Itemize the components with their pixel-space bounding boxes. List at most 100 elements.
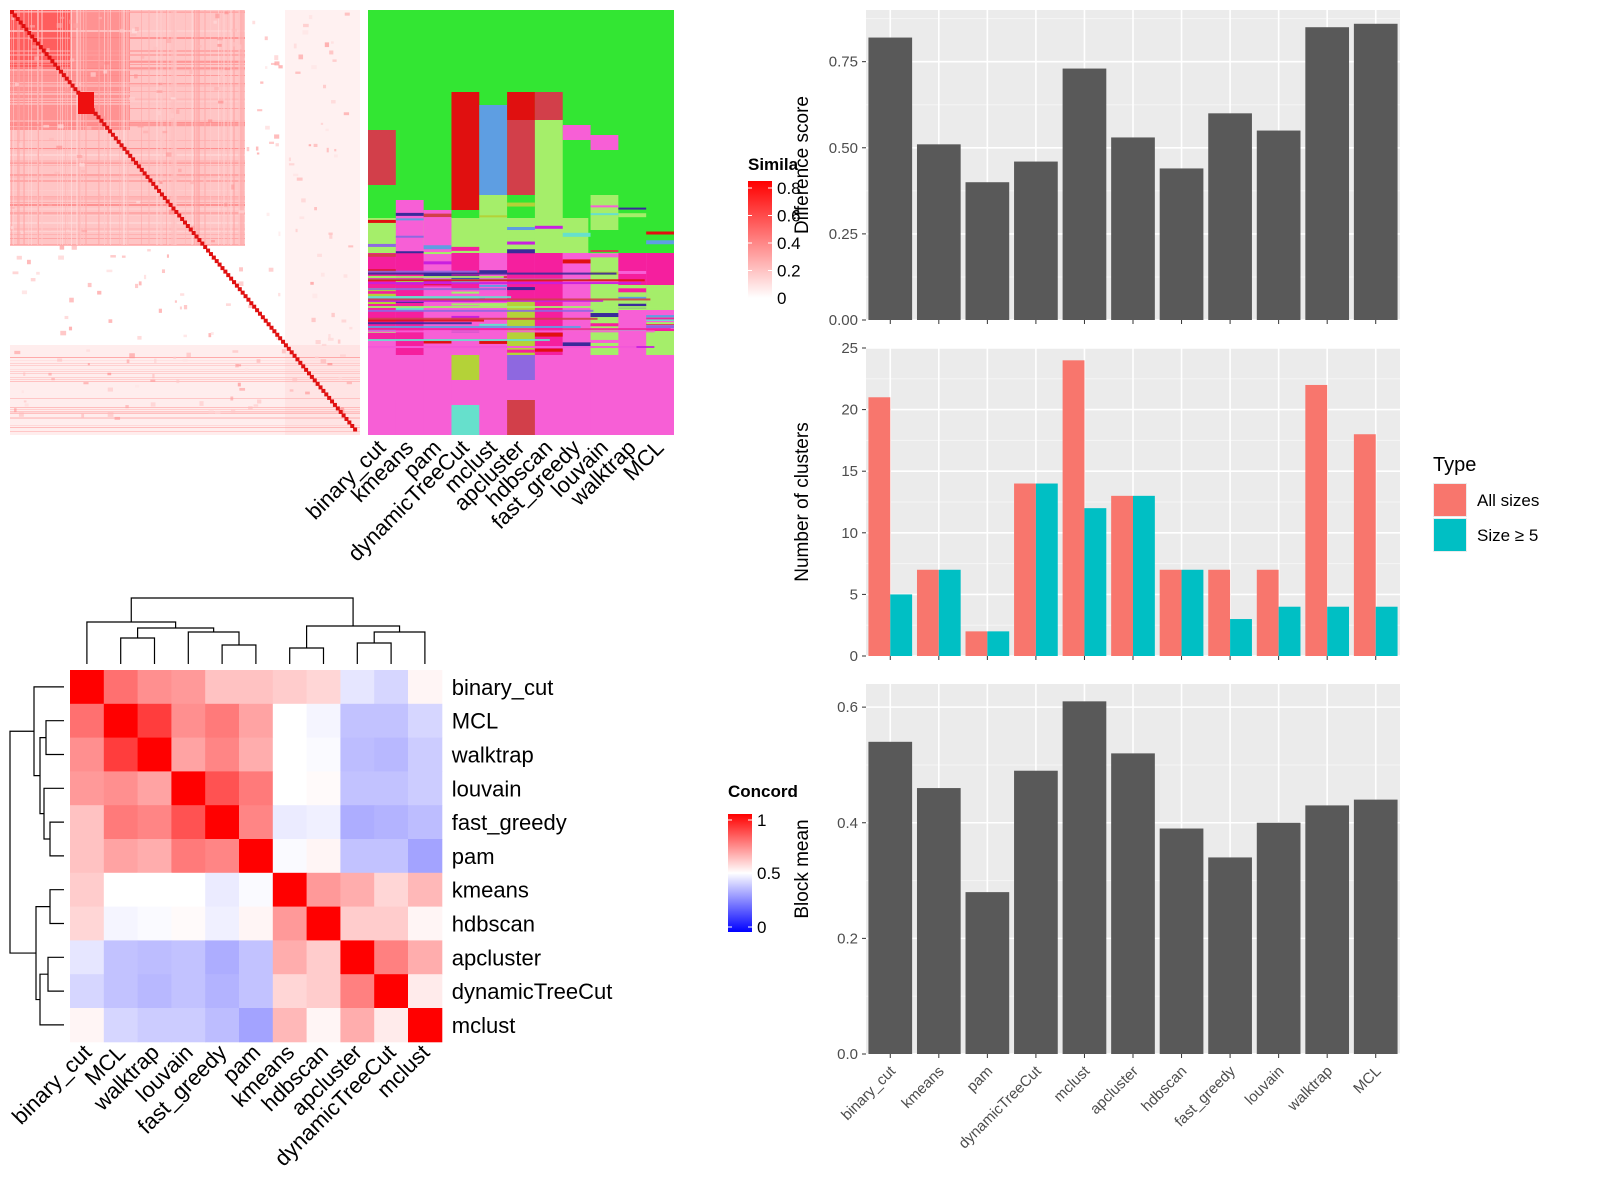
similarity-diagonal xyxy=(214,259,219,264)
concordance-cell xyxy=(340,737,375,772)
similarity-texture xyxy=(166,39,172,44)
similarity-texture xyxy=(191,10,192,245)
similarity-texture xyxy=(240,10,242,245)
concordance-row-label: MCL xyxy=(452,709,498,734)
similarity-texture xyxy=(24,10,25,245)
similarity-texture xyxy=(264,36,268,41)
similarity-diagonal xyxy=(35,41,40,46)
similarity-texture xyxy=(10,413,360,414)
similarity-texture xyxy=(98,10,99,245)
similarity-texture xyxy=(308,144,312,147)
similarity-texture xyxy=(38,10,39,245)
similarity-diagonal xyxy=(10,10,14,14)
similarity-texture xyxy=(349,326,353,330)
concordance-cell xyxy=(272,670,308,705)
cluster-cell xyxy=(479,105,508,195)
bar-all-sizes xyxy=(1159,569,1182,656)
similarity-diagonal xyxy=(73,87,78,92)
similarity-diagonal xyxy=(41,48,46,53)
similarity-texture xyxy=(162,130,168,134)
similarity-texture xyxy=(186,352,191,358)
cluster-stripe xyxy=(534,225,563,229)
bar xyxy=(916,788,961,1054)
similarity-diagonal xyxy=(269,325,274,330)
similarity-texture xyxy=(10,381,360,382)
y-tick-label: 0.25 xyxy=(829,226,858,243)
concordance-heatmap xyxy=(70,670,443,1043)
similarity-texture xyxy=(235,363,239,368)
concordance-legend: Concord 10.50 xyxy=(728,782,798,937)
similarity-texture xyxy=(129,96,135,101)
concordance-cell xyxy=(340,906,375,941)
similarity-texture xyxy=(199,401,204,406)
concordance-cell xyxy=(103,670,139,705)
cluster-stripe xyxy=(562,259,591,264)
similarity-diagonal xyxy=(188,227,193,232)
cluster-stripe xyxy=(590,339,619,343)
similarity-texture xyxy=(10,418,360,419)
bar-all-sizes xyxy=(965,631,988,656)
similarity-diagonal xyxy=(332,402,337,407)
concordance-cell xyxy=(205,703,240,739)
similarity-diagonal xyxy=(249,301,254,306)
similarity-texture xyxy=(104,61,110,65)
similarity-texture xyxy=(51,377,55,381)
similarity-texture xyxy=(14,408,17,413)
similarity-texture xyxy=(180,293,185,296)
cluster-stripe xyxy=(507,287,535,291)
concordance-cell xyxy=(70,906,105,941)
concordance-row-label: louvain xyxy=(452,776,522,801)
concordance-cell xyxy=(205,974,240,1009)
similarity-texture xyxy=(83,382,89,385)
concordance-cell xyxy=(205,771,240,806)
similarity-texture xyxy=(278,231,281,237)
similarity-texture xyxy=(242,10,244,245)
similarity-diagonal xyxy=(318,385,323,390)
cluster-stripe xyxy=(395,212,424,216)
concordance-cell xyxy=(239,974,274,1009)
cluster-stripe xyxy=(368,328,671,331)
bar xyxy=(1159,828,1204,1054)
concordance-cell xyxy=(103,805,139,840)
number-of-clusters-chart: 0 5 10 15 20 25 Number of clusters xyxy=(792,340,1400,665)
similarity-texture xyxy=(10,379,360,380)
similarity-texture xyxy=(10,357,360,358)
concordance-cell xyxy=(272,872,308,908)
cluster-stripe xyxy=(618,207,647,210)
similarity-diagonal xyxy=(105,125,110,130)
concordance-cell xyxy=(306,805,341,840)
similarity-texture xyxy=(10,226,14,230)
similarity-texture xyxy=(126,359,130,364)
similarity-diagonal xyxy=(330,399,335,404)
cluster-cell xyxy=(534,92,563,120)
bar-size-ge-5 xyxy=(1278,606,1301,656)
similarity-texture xyxy=(107,412,114,417)
similarity-diagonal xyxy=(93,111,98,116)
similarity-texture xyxy=(182,359,188,362)
similarity-texture xyxy=(143,130,149,134)
similarity-diagonal xyxy=(217,262,222,267)
similarity-texture xyxy=(346,381,352,385)
cluster-stripe xyxy=(423,261,452,265)
similarity-texture xyxy=(293,43,297,49)
similarity-diagonal xyxy=(64,76,69,81)
concordance-cell xyxy=(205,805,240,840)
concordance-cell xyxy=(171,805,206,840)
bar-all-sizes xyxy=(868,397,891,656)
bar-all-sizes xyxy=(1111,495,1133,656)
bar-all-sizes xyxy=(1014,483,1036,656)
similarity-diagonal xyxy=(165,199,170,204)
concordance-cell xyxy=(171,703,206,739)
concordance-cell xyxy=(239,703,274,739)
cluster-stripe xyxy=(368,317,598,320)
similarity-texture xyxy=(238,10,240,245)
cluster-stripe xyxy=(507,227,535,231)
concordance-cell xyxy=(374,974,409,1009)
similarity-texture xyxy=(29,25,35,28)
type-legend-label: Size ≥ 5 xyxy=(1477,526,1538,545)
similarity-texture xyxy=(343,274,348,278)
cluster-stripe xyxy=(646,325,674,329)
similarity-method-labels: binary_cutkmeanspamdynamicTreeCutmclusta… xyxy=(301,435,669,566)
similarity-texture xyxy=(348,245,354,248)
y-tick-label: 0 xyxy=(850,648,858,665)
